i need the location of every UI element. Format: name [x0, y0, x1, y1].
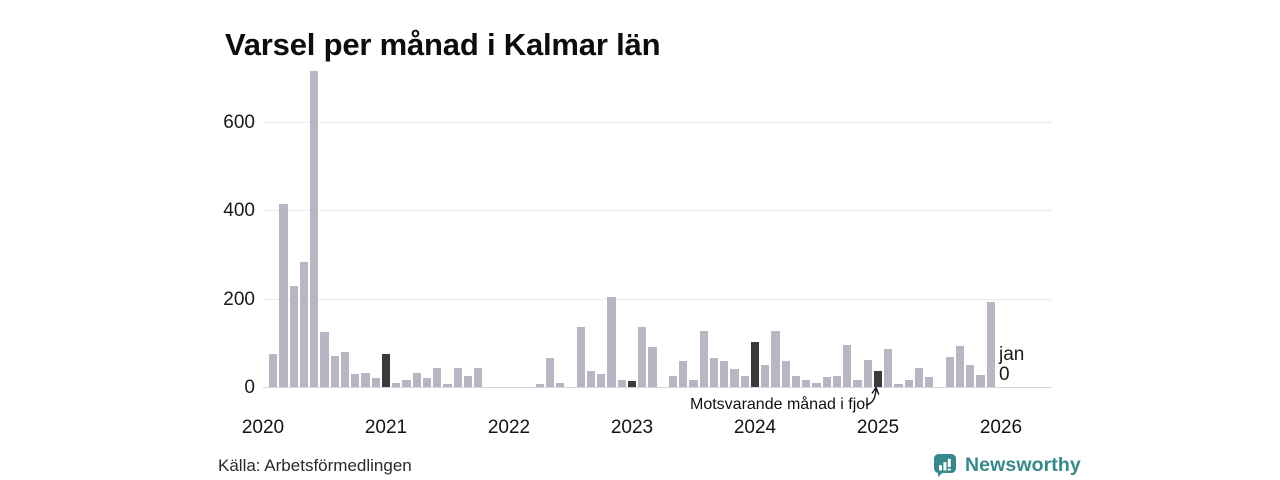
bar-2025-04: [904, 379, 913, 387]
latest-month-label: jan 0: [999, 345, 1024, 385]
bar-2023-08: [699, 331, 708, 387]
bar-2022-11: [607, 297, 616, 387]
bar-2025-09: [955, 346, 965, 387]
bar-2025-11: [976, 375, 985, 387]
bar-2022-10: [597, 374, 606, 387]
annotation-arrow-icon: [865, 386, 880, 406]
bar-2024-04: [781, 361, 790, 387]
x-tick-label-2025: 2025: [856, 417, 900, 438]
bar-2020-06: [310, 71, 319, 387]
bar-2023-01: [627, 381, 637, 387]
bar-2024-09: [832, 376, 842, 387]
bar-2023-11: [730, 368, 739, 387]
x-axis-line: [263, 387, 1052, 388]
x-tick-label-2021: 2021: [364, 417, 408, 438]
bar-2021-09: [463, 376, 473, 387]
bar-2022-05: [545, 358, 555, 387]
bar-2024-01: [750, 342, 760, 387]
bar-2024-03: [771, 330, 780, 387]
newsworthy-logo[interactable]: Newsworthy: [933, 452, 1081, 478]
x-tick-label-2023: 2023: [610, 417, 654, 438]
bar-2024-05: [791, 375, 801, 387]
bar-2025-03: [894, 383, 903, 387]
bar-2022-09: [586, 371, 596, 387]
bar-2020-04: [289, 286, 298, 387]
bar-2024-02: [761, 364, 770, 387]
bar-2024-10: [843, 345, 852, 387]
y-tick-label-600: 600: [223, 112, 255, 134]
bar-2022-12: [617, 380, 626, 387]
bar-2020-03: [279, 203, 288, 387]
bar-2023-03: [648, 347, 657, 387]
bar-2023-12: [740, 376, 749, 387]
bar-2023-05: [668, 376, 678, 387]
bar-2024-12: [863, 360, 872, 387]
bar-2021-03: [402, 380, 411, 387]
bar-2025-12: [986, 301, 995, 387]
bar-2020-12: [371, 377, 380, 387]
bar-2021-08: [453, 368, 462, 387]
bar-2025-08: [945, 357, 954, 387]
bar-2020-05: [299, 262, 309, 387]
plot-area: jan 0 Motsvarande månad i fjol 0 200 400 60…: [223, 60, 1052, 438]
bar-2024-06: [802, 379, 811, 387]
bar-2024-08: [822, 377, 831, 387]
latest-month-name: jan: [999, 344, 1025, 365]
gridline-400: [263, 210, 1052, 212]
x-tick-label-2026: 2026: [979, 417, 1023, 438]
bar-2023-10: [720, 361, 729, 387]
y-tick-label-400: 400: [223, 200, 255, 222]
brand-label: Newsworthy: [965, 453, 1081, 476]
bar-2020-10: [351, 373, 360, 387]
bar-2024-11: [853, 379, 862, 387]
bar-2025-02: [884, 348, 893, 387]
bar-2020-11: [361, 372, 370, 387]
bar-2021-10: [474, 368, 483, 387]
bar-2021-01: [381, 353, 391, 387]
bar-2020-09: [340, 351, 350, 387]
bar-2025-06: [925, 376, 934, 387]
bar-2025-05: [914, 367, 924, 387]
gridline-200: [263, 298, 1052, 300]
bar-2021-02: [392, 383, 401, 387]
x-tick-label-2022: 2022: [487, 417, 531, 438]
bar-2020-02: [269, 353, 278, 387]
bar-2022-08: [576, 326, 585, 387]
x-tick-label-2024: 2024: [733, 417, 777, 438]
bar-2025-10: [966, 364, 975, 387]
bar-2021-07: [443, 383, 452, 387]
newsworthy-bubble-icon: [934, 453, 956, 477]
gridline-600: [263, 122, 1052, 124]
bar-2022-06: [556, 383, 565, 387]
source-text: Källa: Arbetsförmedlingen: [218, 456, 412, 475]
bar-2025-01: [873, 371, 883, 387]
bar-2023-02: [638, 326, 647, 387]
bar-2022-04: [535, 383, 544, 387]
bar-2021-06: [433, 368, 442, 387]
comparison-annotation: Motsvarande månad i fjol: [690, 396, 869, 413]
y-tick-label-200: 200: [223, 288, 255, 310]
chart-title: Varsel per månad i Kalmar län: [225, 26, 661, 62]
y-tick-label-0: 0: [244, 377, 255, 398]
bar-2024-07: [812, 383, 821, 387]
bar-2023-06: [679, 361, 688, 387]
bar-2021-05: [422, 378, 432, 387]
bar-2021-04: [412, 373, 421, 387]
bar-2023-07: [689, 379, 698, 387]
bar-2020-08: [330, 355, 339, 387]
bar-2020-07: [320, 331, 329, 387]
bar-2023-09: [709, 358, 719, 387]
x-tick-label-2020: 2020: [241, 417, 285, 438]
latest-month-value: 0: [999, 364, 1010, 385]
